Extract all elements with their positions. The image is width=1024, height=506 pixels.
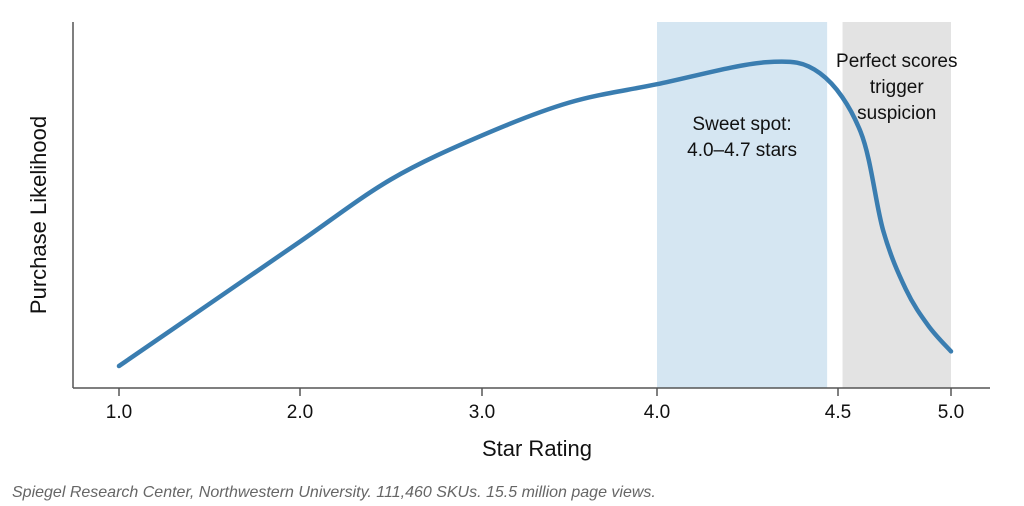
x-tick-label: 4.0 [644,402,670,423]
x-axis-label: Star Rating [482,436,592,461]
x-tick-label: 4.5 [825,402,851,423]
x-tick-label: 3.0 [469,402,495,423]
band-annotation: 4.0–4.7 stars [687,140,797,161]
x-tick-label: 5.0 [938,402,964,423]
highlight-band [657,22,828,388]
band-annotation: trigger [870,77,925,98]
bands [657,22,951,388]
band-annotation: suspicion [857,103,936,124]
source-note: Spiegel Research Center, Northwestern Un… [12,484,656,501]
x-tick-label: 2.0 [287,402,313,423]
highlight-band [842,22,951,388]
band-annotation: Perfect scores [836,51,957,72]
x-tick-label: 1.0 [106,402,132,423]
y-axis-label: Purchase Likelihood [26,116,51,314]
band-annotation: Sweet spot: [692,114,791,135]
data-line [116,59,954,369]
